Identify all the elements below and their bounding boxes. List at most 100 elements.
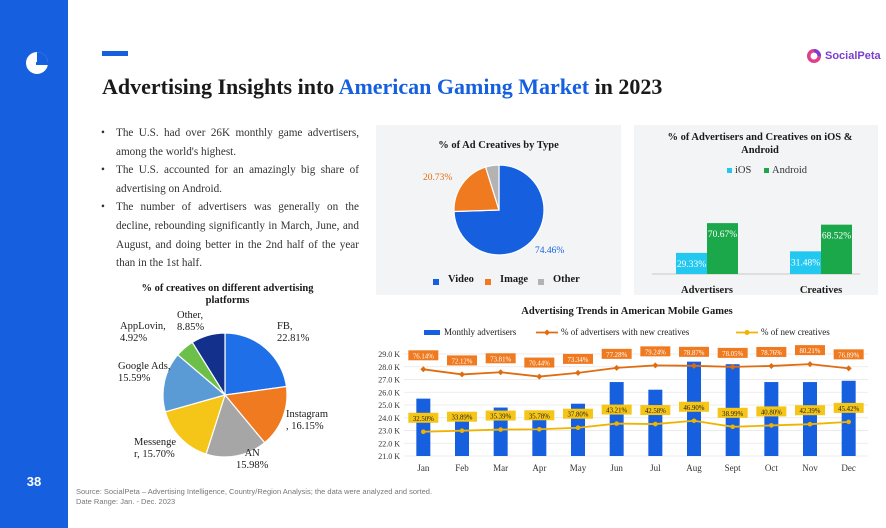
line-marker xyxy=(807,421,813,427)
bullet-item: The number of advertisers was generally … xyxy=(101,198,359,272)
title-accent-bar xyxy=(102,51,128,56)
line-marker xyxy=(536,373,543,380)
line-marker xyxy=(729,363,736,370)
bar xyxy=(676,252,707,274)
x-tick-label: Dec xyxy=(841,463,856,473)
left-sidebar: 38 xyxy=(0,0,68,528)
ad-type-value-label: 20.73% xyxy=(423,173,453,183)
platform-pie-slice xyxy=(205,393,266,458)
y-tick-label: 26.0 K xyxy=(378,388,400,397)
y-tick-label: 28.0 K xyxy=(378,363,400,372)
legend-swatch xyxy=(727,168,732,173)
data-label: 80.21% xyxy=(800,348,821,355)
title-prefix: Advertising Insights into xyxy=(102,74,339,99)
brand-logo: SocialPeta xyxy=(806,48,881,64)
line-marker xyxy=(653,421,658,427)
x-tick-label: Sept xyxy=(725,463,742,473)
x-tick-label: Mar xyxy=(493,463,508,473)
data-label: 46.90% xyxy=(684,405,705,412)
y-tick-label: 27.0 K xyxy=(378,376,400,385)
line-marker xyxy=(614,421,619,426)
platform-pie-slice xyxy=(191,332,226,398)
platform-pie-title: % of creatives on different advertising … xyxy=(141,283,314,306)
data-label-box xyxy=(756,406,787,417)
legend-label: Other xyxy=(553,274,580,285)
platform-pie-label: AN 15.98% xyxy=(236,448,269,471)
bullet-item: The U.S. had over 26K monthly game adver… xyxy=(101,124,359,161)
data-label: 42.58% xyxy=(645,408,666,415)
line-marker xyxy=(846,419,851,425)
legend-swatch xyxy=(485,279,491,285)
bar-value-label: 29.33% xyxy=(677,260,706,270)
platform-pie-slice xyxy=(162,353,227,413)
data-label-box xyxy=(833,402,864,413)
category-label: Advertisers xyxy=(681,285,733,295)
data-label-box xyxy=(447,411,477,422)
data-label: 76.89% xyxy=(838,352,859,359)
ad-type-pie-chart xyxy=(453,164,545,256)
legend-label: % of new creatives xyxy=(761,327,830,337)
platform-pie-slice xyxy=(224,332,288,396)
bar xyxy=(609,382,624,456)
line-marker xyxy=(613,364,620,371)
x-tick-label: Apr xyxy=(532,463,546,473)
data-label-box xyxy=(601,348,632,359)
data-label: 78.05% xyxy=(722,351,743,358)
brand-mark-icon xyxy=(807,49,821,63)
footer-source-text: Source: SocialPeta – Advertising Intelli… xyxy=(76,487,433,496)
line-marker xyxy=(497,369,504,376)
ad-type-pie-slice xyxy=(453,166,500,213)
title-suffix: in 2023 xyxy=(589,74,663,99)
data-label-box xyxy=(717,347,748,358)
x-tick-label: Feb xyxy=(455,463,469,473)
data-label: 45.42% xyxy=(838,406,859,413)
data-label-box xyxy=(640,346,671,357)
line-marker xyxy=(652,362,659,369)
bar-value-label: 70.67% xyxy=(708,230,737,240)
category-label: Creatives xyxy=(800,285,842,295)
page-title: Advertising Insights into American Gamin… xyxy=(102,74,662,100)
platform-pie-label: FB, 22.81% xyxy=(277,321,310,344)
y-tick-label: 23.0 K xyxy=(378,427,400,436)
bar xyxy=(841,380,856,456)
line-marker xyxy=(459,428,465,434)
line-marker xyxy=(575,369,581,376)
bar xyxy=(532,413,547,456)
data-label-box xyxy=(408,350,439,361)
platform-pie-label: Other, 8.85% xyxy=(177,310,205,333)
data-label: 40.80% xyxy=(761,409,782,416)
platform-pie-label: AppLovin, 4.92% xyxy=(120,321,166,344)
report-logo-icon xyxy=(26,52,48,74)
legend-label: iOS xyxy=(735,165,752,176)
platform-pie-slice xyxy=(164,394,226,455)
data-label: 43.21% xyxy=(606,408,627,415)
line-marker xyxy=(730,424,735,430)
data-label: 78.87% xyxy=(684,350,705,357)
y-tick-label: 24.0 K xyxy=(378,414,400,423)
data-label-box xyxy=(563,353,593,364)
os-share-bar-chart: iOS 29.33% 31.48% Android 70.67% 68.52% Advert… xyxy=(652,165,860,295)
legend-swatch xyxy=(764,168,769,173)
legend-label: % of advertisers with new creatives xyxy=(561,327,690,337)
legend-label: Android xyxy=(772,165,808,176)
ad-type-pie-slice xyxy=(484,164,500,211)
ad-type-pie-title: % of Ad Creatives by Type xyxy=(438,140,559,151)
platform-pie-chart xyxy=(162,332,288,458)
data-label: 35.78% xyxy=(529,413,550,420)
x-tick-label: Aug xyxy=(686,463,702,473)
y-tick-label: 29.0 K xyxy=(378,350,400,359)
legend-marker xyxy=(544,329,550,336)
brand-name: SocialPeta xyxy=(825,50,881,62)
data-label: 35.39% xyxy=(490,414,511,421)
line-marker xyxy=(845,365,852,372)
data-label-box xyxy=(679,346,709,357)
legend-swatch xyxy=(433,279,439,285)
data-label: 42.39% xyxy=(800,408,821,415)
data-label-box xyxy=(485,410,516,421)
data-label-box xyxy=(485,353,516,364)
platform-pie-label: Messenge r, 15.70% xyxy=(134,437,176,460)
data-label: 72.12% xyxy=(452,358,473,365)
y-tick-label: 21.0 K xyxy=(378,452,400,461)
data-label-box xyxy=(447,355,477,366)
data-label: 73.34% xyxy=(568,357,589,364)
